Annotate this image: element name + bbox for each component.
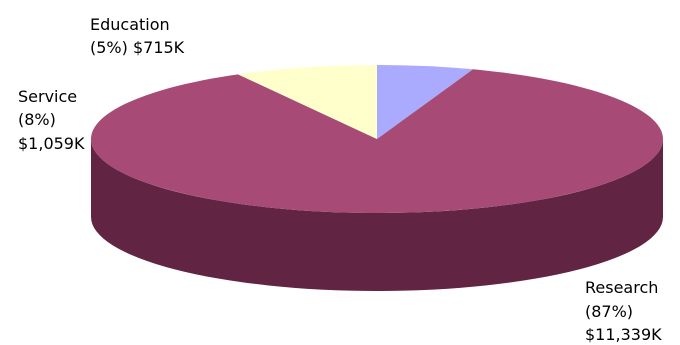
pie-top-slices (90, 65, 663, 213)
pie-side-walls (91, 139, 663, 291)
pie-slice-research (90, 69, 663, 213)
pie-slice-education (377, 65, 474, 139)
label-service-name: Service (18, 87, 77, 106)
label-research-amount: $11,339K (585, 325, 662, 344)
label-research-percent: (87%) (585, 302, 633, 321)
pie-side-research (91, 139, 663, 291)
slice-labels: Education (5%) $715K Service (8%) $1,059… (18, 15, 662, 344)
label-education-name: Education (90, 15, 170, 34)
label-service-percent: (8%) (18, 110, 56, 129)
label-education-detail: (5%) $715K (90, 38, 185, 57)
label-research-name: Research (585, 278, 658, 297)
pie-slice-service (238, 65, 377, 139)
label-service-amount: $1,059K (18, 134, 85, 153)
